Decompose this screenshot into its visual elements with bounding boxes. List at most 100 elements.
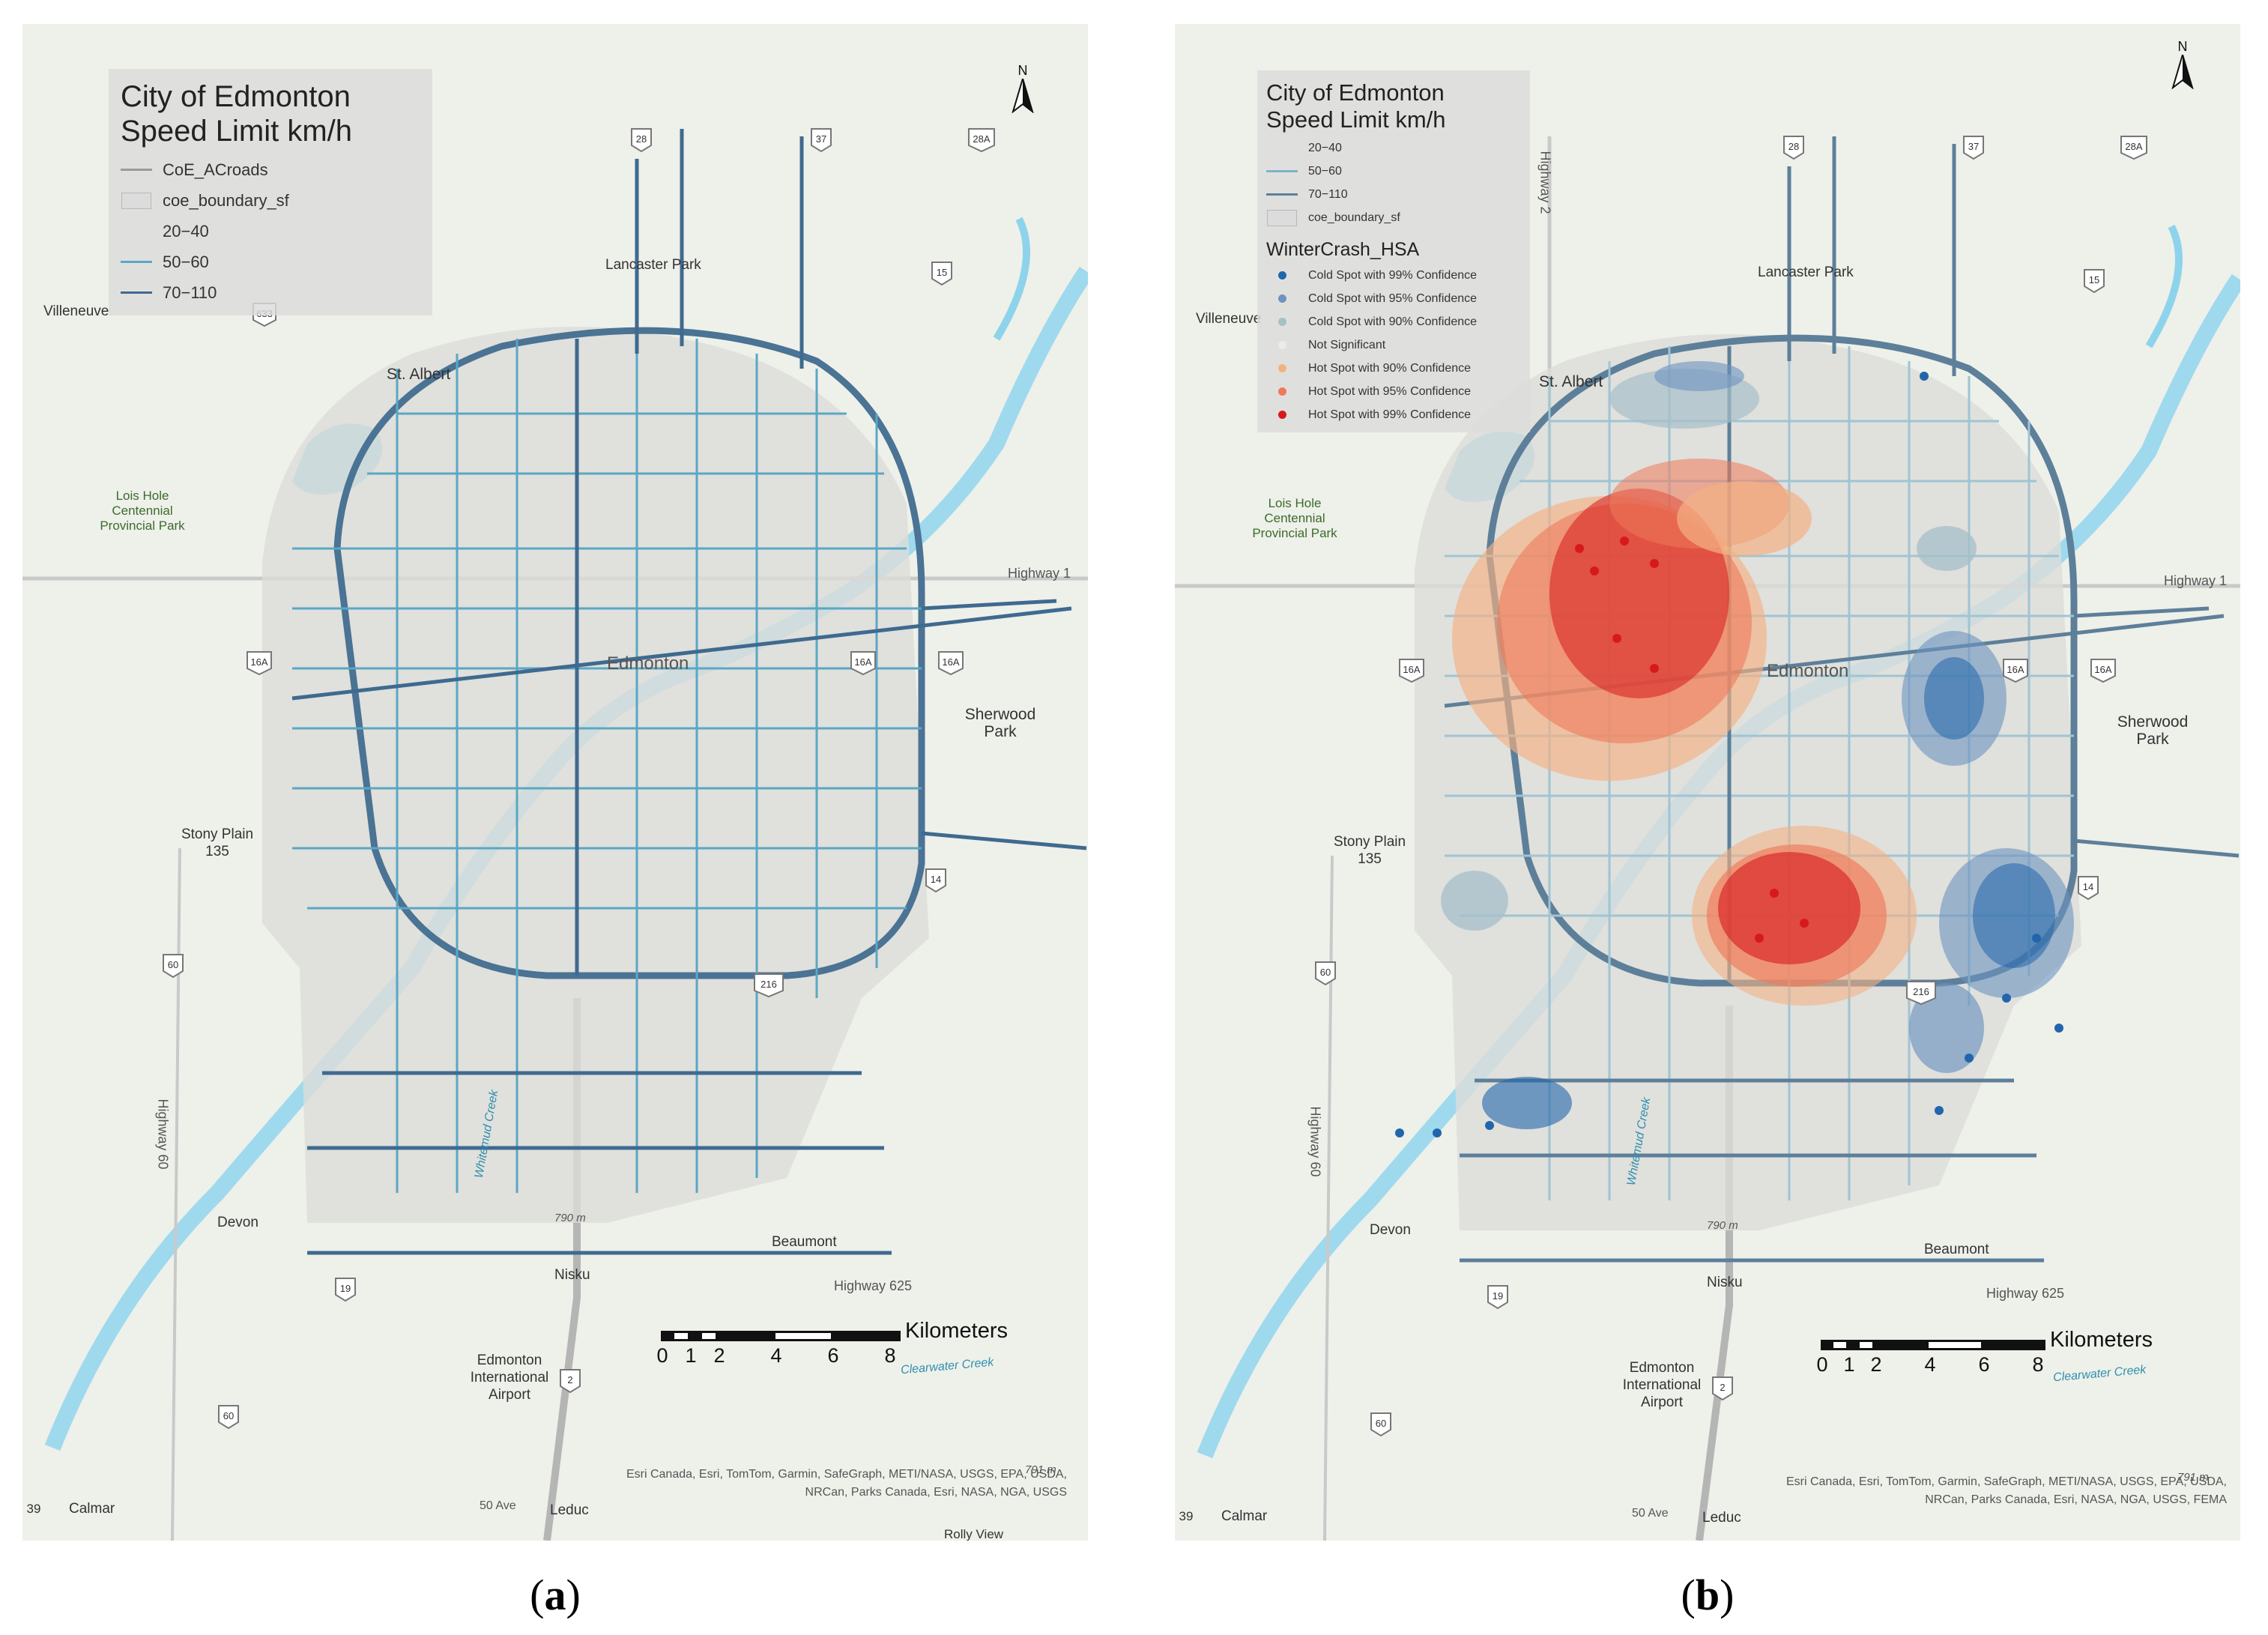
shield-37: 37 — [815, 133, 827, 145]
label-lois-hole-3: Provincial Park — [1252, 526, 1337, 540]
ring-road — [1486, 334, 2078, 987]
scale-bar-graphic — [661, 1331, 901, 1341]
street-grid-a — [292, 339, 922, 1193]
shield-19: 19 — [1492, 1290, 1504, 1302]
map-panel-a[interactable]: 28 37 28A 15 633 16A 16A 16A 14 216 60 1… — [22, 24, 1088, 1541]
shield-60: 60 — [167, 959, 179, 970]
label-airport: Edmonton International Airport — [457, 1352, 562, 1403]
label-stony-plain: Stony Plain 135 — [1321, 833, 1418, 868]
label-elev-791: 791 m — [1025, 1463, 1056, 1476]
legend-item-20-40: 20−40 — [121, 216, 420, 247]
label-highway-60: Highway 60 — [1307, 1106, 1323, 1177]
scale-tick-1: 1 — [1843, 1353, 1855, 1376]
box-symbol — [121, 192, 152, 209]
label-calmar: Calmar — [1221, 1508, 1268, 1524]
legend-class-cold-95: Cold Spot with 95% Confidence — [1266, 287, 1521, 310]
hotspot-dot-sample — [1575, 537, 1809, 943]
attribution-line-1: Esri Canada, Esri, TomTom, Garmin, SafeG… — [626, 1468, 1067, 1481]
legend-item-label: 20−40 — [1308, 141, 1342, 154]
label-calmar: Calmar — [69, 1501, 115, 1517]
scale-tick-1: 1 — [685, 1344, 697, 1367]
attribution-line-2: NRCan, Parks Canada, Esri, NASA, NGA, US… — [805, 1486, 1067, 1499]
highway-shields-a — [163, 128, 995, 1430]
label-elev-790: 790 m — [1707, 1219, 1738, 1232]
label-stony-2: 135 — [205, 844, 229, 859]
shield-216: 216 — [760, 979, 777, 990]
label-highway-625: Highway 625 — [1986, 1286, 2065, 1301]
label-edmonton: Edmonton — [607, 653, 689, 674]
legend-item-label: 70−110 — [1308, 187, 1348, 201]
highway-60 — [171, 847, 181, 1541]
label-beaumont: Beaumont — [1924, 1242, 1989, 1257]
legend-title-line1: City of Edmonton — [121, 80, 351, 113]
label-st-albert: St. Albert — [1539, 373, 1603, 390]
legend-item-coe-acroads: CoE_ACroads — [121, 154, 420, 185]
label-highway-2: Highway 2 — [1537, 151, 1553, 214]
shield-28: 28 — [1788, 141, 1800, 152]
dot-symbol — [1266, 364, 1298, 372]
label-lancaster-park: Lancaster Park — [605, 257, 701, 273]
scale-bar-a: Kilometers 0 1 2 4 6 8 — [656, 1319, 1008, 1367]
legend-item-label: 70−110 — [163, 282, 217, 302]
legend-class-not-significant: Not Significant — [1266, 333, 1521, 357]
label-highway-1: Highway 1 — [1008, 566, 1071, 581]
caption-b-letter: b — [1695, 1571, 1720, 1619]
line-symbol — [121, 291, 152, 294]
label-highway-1: Highway 1 — [2164, 573, 2228, 588]
basemap-a — [22, 128, 1088, 1541]
label-sherwood-1: Sherwood — [2117, 713, 2189, 731]
scale-tick-8: 8 — [2032, 1353, 2044, 1376]
shield-16a-far-east: 16A — [942, 656, 960, 668]
label-sherwood-2: Park — [984, 723, 1017, 740]
scale-unit: Kilometers — [905, 1319, 1008, 1343]
legend-title-line1: City of Edmonton — [1266, 79, 1445, 106]
shield-216: 216 — [1913, 986, 1929, 997]
shield-16a-east: 16A — [2007, 664, 2024, 675]
scale-tick-2: 2 — [713, 1344, 725, 1367]
label-lois-hole-2: Centennial — [112, 504, 173, 518]
box-symbol — [1266, 209, 1298, 226]
label-elev-790: 790 m — [554, 1212, 586, 1224]
dot-symbol — [1266, 387, 1298, 396]
label-edmonton: Edmonton — [1767, 661, 1849, 681]
label-lois-hole-1: Lois Hole — [115, 489, 169, 503]
scale-tick-6: 6 — [1978, 1353, 1990, 1376]
label-leduc: Leduc — [550, 1502, 589, 1518]
legend-item-label: coe_boundary_sf — [163, 190, 289, 210]
scale-tick-0: 0 — [656, 1344, 668, 1367]
label-airport-1: Edmonton — [477, 1353, 542, 1368]
shield-16a: 16A — [1403, 664, 1421, 675]
label-sherwood-2: Park — [2136, 731, 2169, 748]
shield-15: 15 — [2088, 274, 2100, 285]
shield-19: 19 — [339, 1283, 351, 1294]
hot-spot-cluster-south — [1692, 826, 1917, 1006]
label-stony-1: Stony Plain — [181, 826, 254, 842]
shield-28: 28 — [635, 133, 647, 145]
scale-bar-graphic — [1821, 1340, 2045, 1350]
ring-road — [333, 327, 925, 979]
legend-title-line2: Speed Limit km/h — [121, 115, 353, 148]
label-devon: Devon — [1370, 1222, 1411, 1238]
shield-15: 15 — [936, 267, 948, 278]
shield-2: 2 — [567, 1374, 573, 1385]
shield-39: 39 — [1179, 1509, 1194, 1523]
label-leduc: Leduc — [1702, 1510, 1741, 1526]
creek — [993, 217, 1030, 341]
label-50-ave: 50 Ave — [480, 1499, 516, 1512]
city-boundary — [262, 327, 929, 1223]
map-panel-b[interactable]: 28 37 28A 15 16A 16A 16A 14 216 60 19 2 … — [1175, 24, 2240, 1541]
north-arrow-icon — [2171, 52, 2194, 90]
scale-tick-2: 2 — [1870, 1353, 1882, 1376]
scale-tick-4: 4 — [770, 1344, 782, 1367]
north-arrow-a: N — [1011, 63, 1034, 117]
label-st-albert: St. Albert — [387, 366, 451, 383]
basemap-b — [1175, 136, 2240, 1541]
label-stony-2: 135 — [1358, 851, 1382, 867]
legend-class-label: Cold Spot with 95% Confidence — [1308, 291, 1478, 305]
cold-spot-clusters — [1441, 361, 2074, 1129]
line-symbol — [1266, 170, 1298, 172]
legend-item-label: coe_boundary_sf — [1308, 211, 1400, 224]
label-devon: Devon — [217, 1215, 258, 1230]
line-symbol — [1266, 193, 1298, 196]
north-letter: N — [2177, 39, 2188, 54]
